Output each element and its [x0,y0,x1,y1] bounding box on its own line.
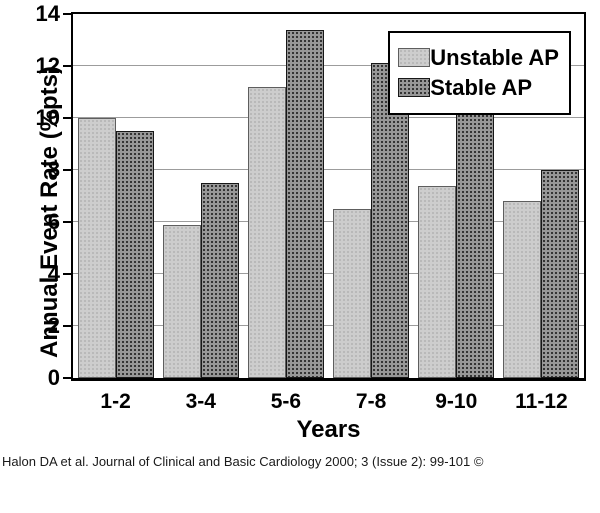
x-axis-title: Years [296,416,361,443]
y-tick-label-6: 6 [47,209,60,234]
gridline-2 [73,325,584,326]
x-tick-label-11-12: 11-12 [515,390,568,413]
y-tick-label-4: 4 [47,261,60,286]
x-tick-label-5-6: 5-6 [270,390,302,413]
bar-unstable-ap-1-2 [77,118,116,378]
x-tick-label-1-2: 1-2 [100,390,131,413]
plot-inner [73,14,584,378]
source-caption: Halon DA et al. Journal of Clinical and … [2,454,484,469]
bar-unstable-ap-7-8 [333,209,372,378]
legend-row-unstable: Unstable AP [398,45,559,70]
x-tick-label-7-8: 7-8 [355,390,387,413]
bar-unstable-ap-11-12 [503,201,542,378]
bar-group-7-8 [329,14,414,378]
bar-stable-ap-7-8 [371,63,410,378]
bar-unstable-ap-3-4 [162,224,201,378]
bar-group-5-6 [243,14,328,378]
y-tick-mark-0 [63,377,71,379]
gridline-8 [73,169,584,170]
gridline-10 [73,117,584,118]
legend-label-stable: Stable AP [430,75,533,101]
gridline-4 [73,273,584,274]
bar-stable-ap-5-6 [285,29,324,378]
y-tick-label-12: 12 [35,53,60,78]
bar-group-1-2 [73,14,158,378]
legend-swatch-unstable-icon [398,48,431,68]
y-tick-mark-2 [63,325,71,327]
x-tick-label-3-4: 3-4 [185,390,216,413]
bar-stable-ap-1-2 [115,131,154,378]
plot-area: Unstable AP Stable AP [71,12,586,381]
gridline-6 [73,221,584,222]
y-tick-mark-14 [63,13,71,15]
bar-stable-ap-3-4 [200,183,239,378]
y-tick-label-10: 10 [35,105,60,130]
bar-stable-ap-11-12 [541,170,580,378]
bar-groups [73,14,584,378]
y-tick-mark-6 [63,221,71,223]
bar-unstable-ap-9-10 [418,185,457,378]
bar-group-3-4 [158,14,243,378]
gridline-12 [73,65,584,66]
x-tick-label-9-10: 9-10 [435,390,478,413]
y-tick-label-0: 0 [47,365,60,390]
legend-label-unstable: Unstable AP [430,45,559,70]
bar-group-9-10 [414,14,499,378]
y-tick-mark-8 [63,169,71,171]
legend-row-stable: Stable AP [398,75,559,100]
legend-swatch-stable-icon [398,78,431,98]
y-tick-mark-4 [63,273,71,275]
bar-group-11-12 [499,14,584,378]
y-tick-mark-12 [63,65,71,67]
y-tick-mark-10 [63,117,71,119]
y-tick-label-8: 8 [47,157,60,182]
x-tick-labels: 1-2 3-4 5-6 7-8 9-10 11-12 [73,390,584,414]
legend: Unstable AP Stable AP [388,31,571,115]
y-tick-label-14: 14 [35,1,60,26]
bar-stable-ap-9-10 [456,112,495,378]
y-tick-label-2: 2 [47,313,60,338]
bar-unstable-ap-5-6 [247,86,286,378]
